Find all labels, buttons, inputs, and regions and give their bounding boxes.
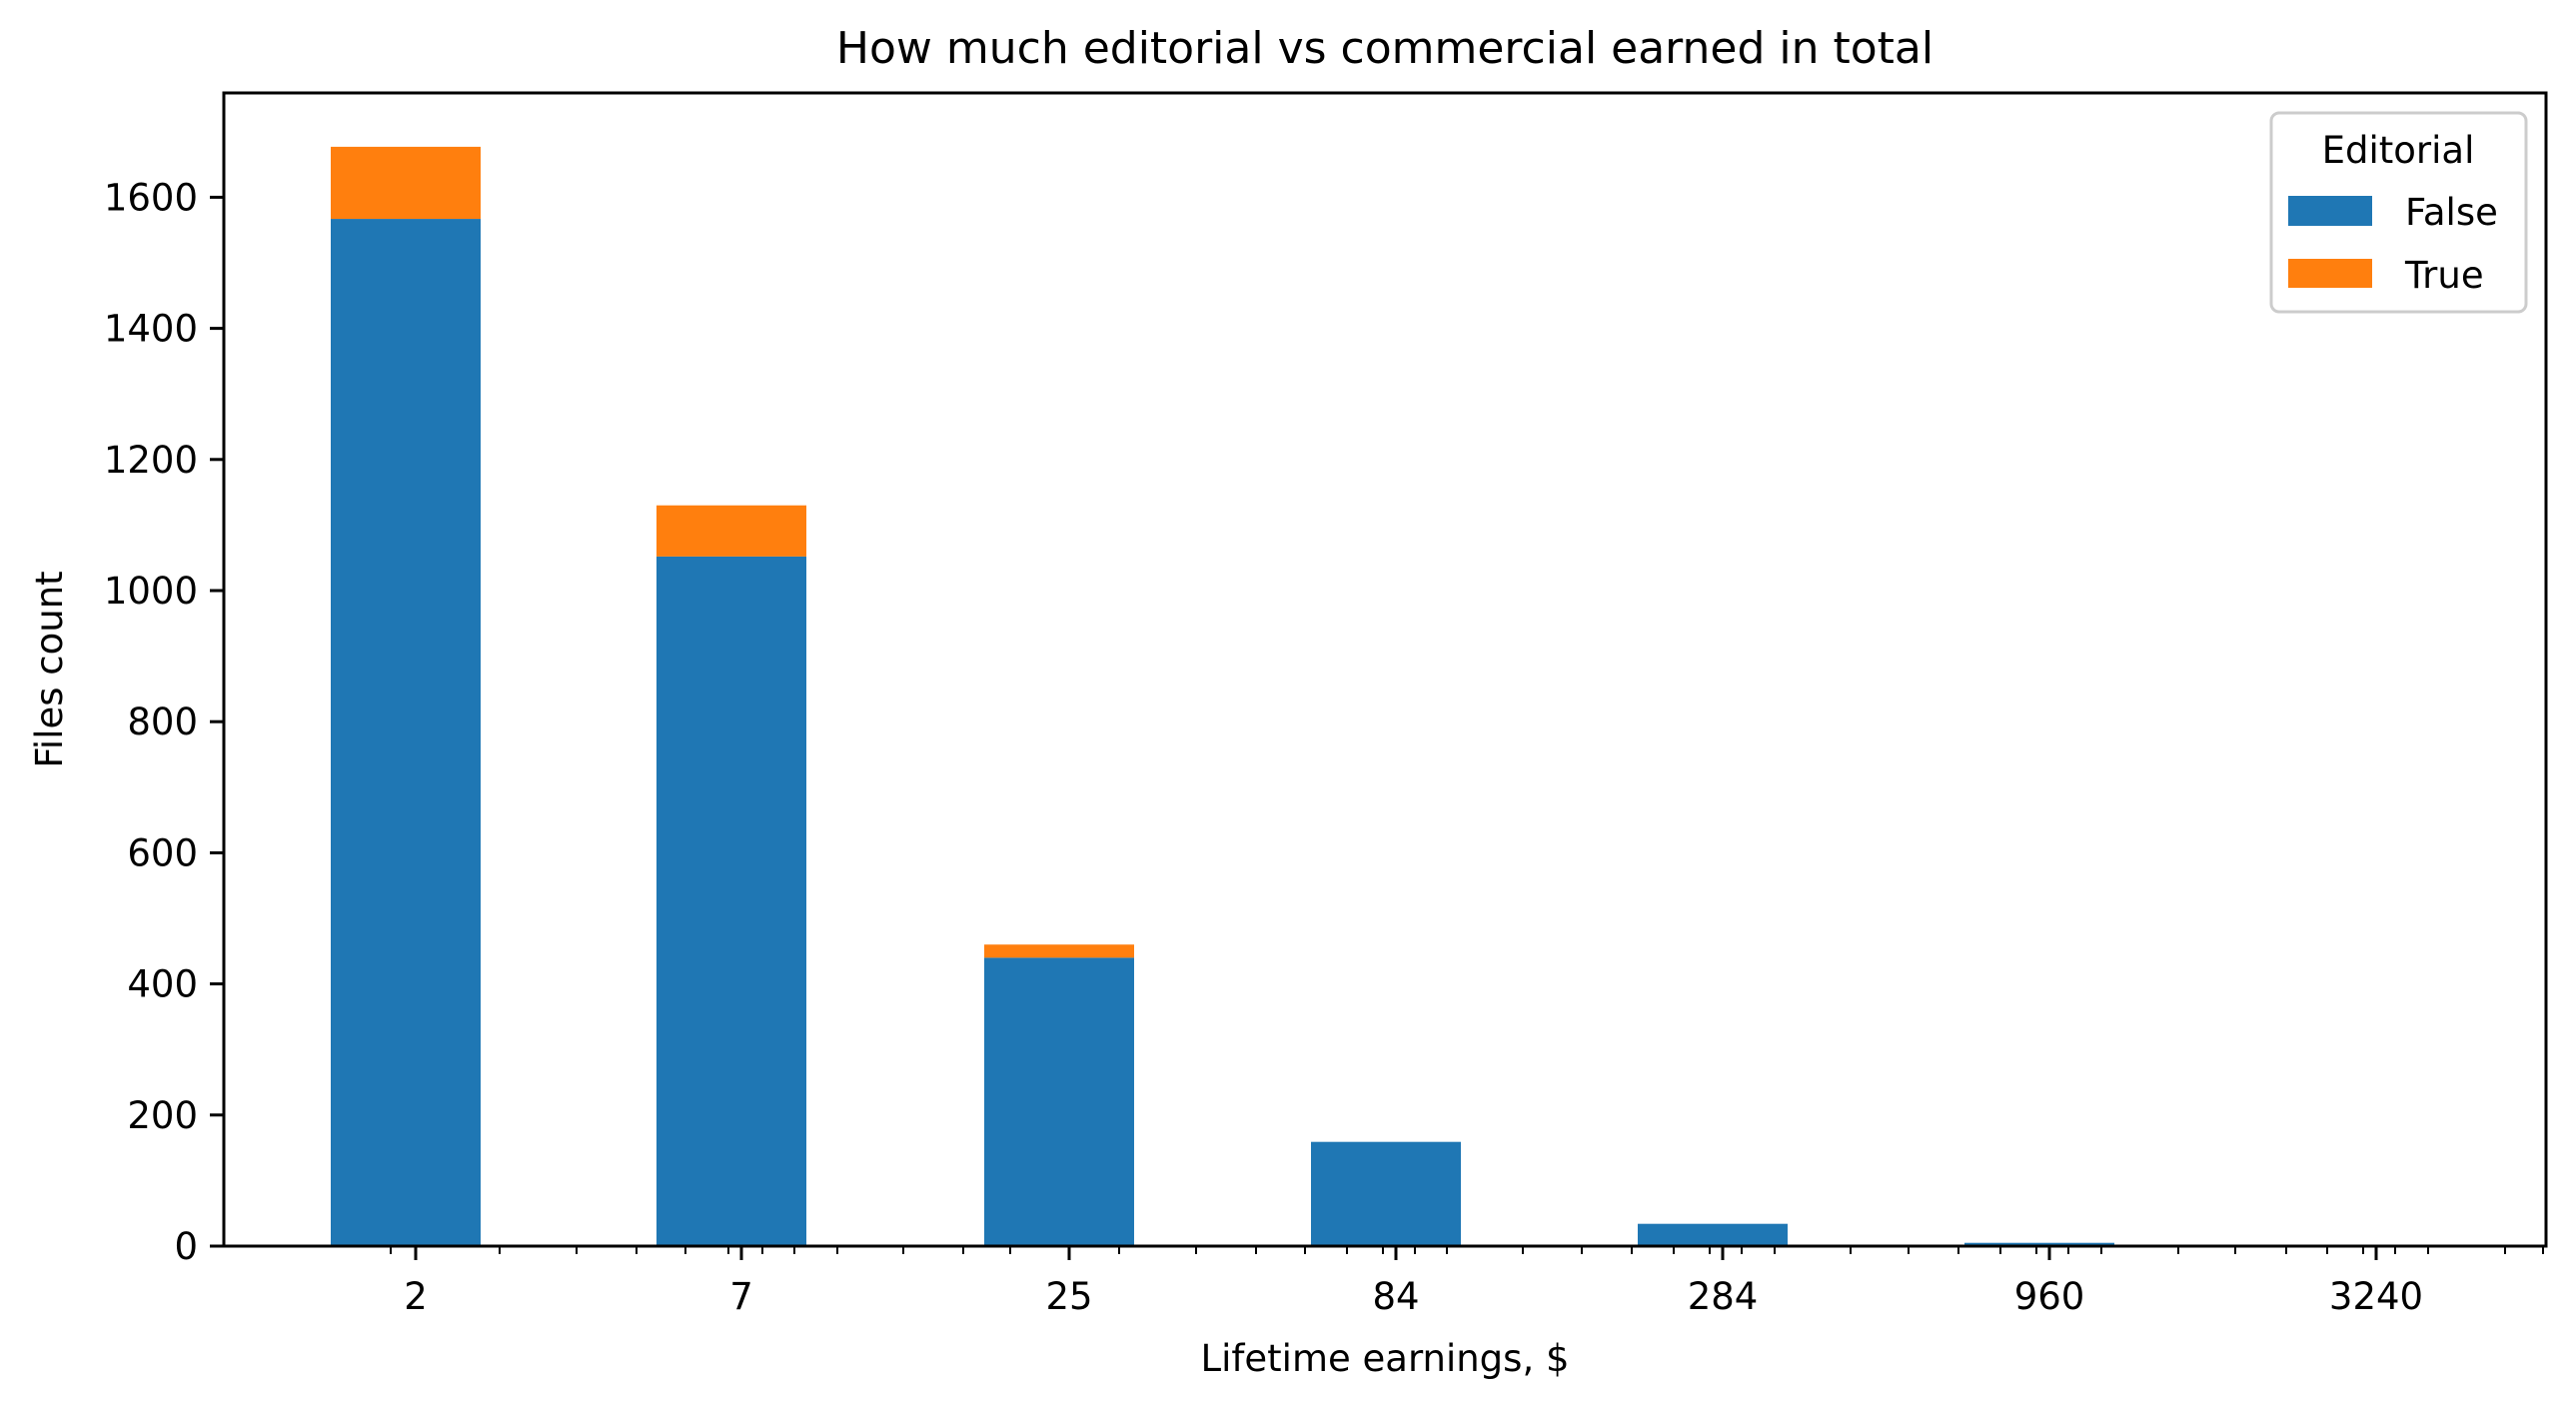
bar-25-true — [984, 944, 1134, 958]
plot-frame — [222, 91, 2548, 1248]
bar-7-true — [656, 505, 806, 557]
x-axis-label: Lifetime earnings, $ — [1200, 1337, 1569, 1380]
x-tick-label: 284 — [1688, 1275, 1759, 1318]
x-tick-label: 960 — [2014, 1275, 2085, 1318]
x-tick-label: 2 — [404, 1275, 428, 1318]
y-tick-label: 1200 — [104, 439, 198, 482]
x-tick-label: 25 — [1045, 1275, 1092, 1318]
y-tick-label: 200 — [127, 1094, 198, 1137]
legend-title: Editorial — [2322, 129, 2475, 172]
bar-960-false — [1964, 1242, 2114, 1246]
bar-2-false — [331, 219, 481, 1247]
bar-7-false — [656, 556, 806, 1246]
bars-group — [331, 146, 2114, 1247]
x-axis: 2 7 25 84 284 960 3240 — [390, 1246, 2544, 1318]
x-tick-label: 3240 — [2329, 1275, 2423, 1318]
chart-title: How much editorial vs commercial earned … — [836, 23, 1933, 74]
legend-label-false: False — [2405, 191, 2498, 234]
bar-284-false — [1638, 1223, 1788, 1246]
y-tick-label: 1400 — [104, 308, 198, 351]
y-tick-label: 1600 — [104, 176, 198, 219]
bar-2-true — [331, 146, 481, 220]
legend-swatch-false — [2288, 196, 2372, 226]
y-tick-label: 800 — [127, 701, 198, 743]
bar-25-false — [984, 957, 1134, 1246]
legend: Editorial False True — [2269, 111, 2528, 314]
x-tick-label: 7 — [729, 1275, 753, 1318]
legend-swatch-true — [2288, 259, 2372, 288]
y-tick-label: 1000 — [104, 570, 198, 613]
y-tick-label: 600 — [127, 831, 198, 874]
y-axis-label: Files count — [28, 571, 71, 767]
legend-label-true: True — [2404, 254, 2484, 297]
y-tick-label: 0 — [174, 1225, 198, 1268]
x-tick-label: 84 — [1372, 1275, 1419, 1318]
bar-84-false — [1311, 1141, 1461, 1246]
y-tick-label: 400 — [127, 963, 198, 1006]
y-axis: 0 200 400 600 800 1000 1200 1400 1600 — [104, 176, 224, 1268]
